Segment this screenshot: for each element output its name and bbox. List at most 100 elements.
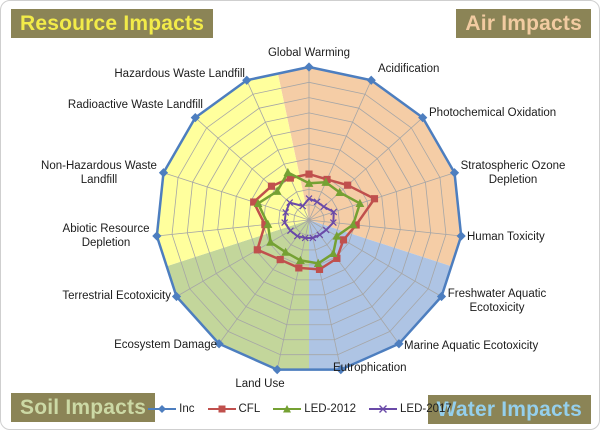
grid-ring (293, 204, 325, 236)
marker-x (313, 198, 321, 206)
inc-series-marker-icon (148, 405, 177, 413)
grid-ring (247, 158, 371, 281)
grid-ring (171, 81, 447, 356)
marker-diamond (394, 339, 404, 349)
led2012-series-marker-icon (273, 405, 302, 413)
marker-square (370, 195, 379, 203)
axis-label: Stratospheric Ozone (461, 160, 566, 172)
axis-label: Freshwater Aquatic (448, 288, 547, 300)
marker-triangle (335, 187, 345, 196)
marker-x (282, 209, 290, 216)
marker-square (305, 170, 313, 178)
marker-square (323, 175, 331, 184)
marker-triangle (332, 231, 342, 240)
marker-x (330, 208, 338, 216)
grid-ring (232, 143, 386, 296)
resource-impacts-label: Resource Impacts (11, 9, 214, 39)
marker-square (286, 174, 294, 182)
marker-triangle (355, 198, 365, 208)
axis-label: Depletion (489, 174, 538, 186)
marker-square (253, 246, 261, 254)
legend-item-cfl: CFL (207, 403, 260, 415)
axis-label: Ecotoxicity (470, 302, 525, 314)
marker-square (250, 198, 258, 206)
legend-item-led2012: LED-2012 (273, 403, 356, 415)
series-line-cfl (252, 172, 376, 271)
marker-x (305, 195, 313, 203)
marker-diamond (456, 231, 466, 241)
marker-triangle (272, 186, 282, 195)
axis-label: Ecosystem Damage (114, 339, 217, 351)
marker-x (316, 231, 324, 239)
axis-label: Eutrophication (333, 362, 407, 374)
marker-x (286, 199, 294, 207)
series-line-led-2012 (256, 171, 362, 265)
axis-label: Acidification (378, 63, 439, 75)
marker-triangle (304, 178, 314, 187)
axis-label: Non-Hazardous Waste (41, 160, 157, 172)
marker-x (329, 219, 337, 226)
marker-square (333, 254, 341, 262)
marker-x (320, 203, 328, 211)
marker-triangle (296, 255, 305, 265)
marker-x (293, 232, 301, 240)
marker-x (309, 234, 317, 242)
axis-spoke (308, 219, 342, 370)
axis-spoke (276, 219, 310, 370)
marker-diamond (171, 291, 182, 302)
axis-spoke (308, 219, 442, 297)
marker-square (315, 265, 324, 273)
water-impacts-label: Water Impacts (427, 395, 591, 425)
grid-ring (202, 112, 416, 326)
marker-square (344, 181, 352, 189)
axis-spoke (156, 219, 310, 237)
chart-legend: Inc CFL LED-2012 LED-2017 (1, 400, 599, 418)
marker-square (276, 256, 284, 264)
axis-spoke (246, 80, 310, 221)
axis-label: Depletion (82, 237, 131, 249)
axis-label: Radioactive Waste Landfill (68, 99, 203, 111)
marker-triangle (328, 248, 338, 258)
axis-spoke (308, 117, 423, 221)
axis-label: Hazardous Waste Landfill (114, 68, 245, 80)
soil-impacts-label: Soil Impacts (11, 393, 156, 423)
marker-x (287, 227, 294, 235)
sector-water (309, 220, 452, 370)
axis-spoke (218, 219, 310, 345)
axis-label: Photochemical Oxidation (429, 107, 556, 119)
marker-diamond (418, 113, 428, 123)
series-line-inc (155, 65, 463, 371)
marker-diamond (304, 62, 314, 72)
series-line-led-2017 (283, 197, 335, 239)
marker-square (267, 182, 276, 190)
legend-label-led2012: LED-2012 (304, 403, 357, 415)
marker-diamond (336, 365, 346, 375)
axis-label: Marine Aquatic Ecotoxicity (404, 340, 538, 352)
marker-diamond (190, 113, 200, 123)
axis-label: Landfill (81, 174, 117, 186)
air-impacts-label: Air Impacts (456, 9, 591, 39)
marker-triangle (313, 258, 323, 268)
marker-square (339, 236, 348, 244)
marker-diamond (449, 168, 460, 178)
marker-x (299, 202, 307, 210)
marker-x (322, 226, 330, 234)
marker-triangle (263, 219, 273, 228)
marker-square (261, 221, 269, 229)
axis-spoke (308, 219, 400, 345)
axis-spoke (308, 80, 372, 221)
axis-spoke (308, 219, 462, 237)
axis-label: Human Toxicity (467, 231, 545, 243)
legend-item-led2017: LED-2017 (369, 403, 452, 415)
marker-diamond (242, 75, 252, 85)
marker-square (295, 264, 303, 272)
marker-x (301, 234, 309, 242)
marker-triangle (253, 198, 263, 208)
marker-diamond (272, 365, 282, 375)
marker-diamond (436, 291, 447, 302)
marker-diamond (366, 75, 376, 85)
marker-diamond (152, 231, 162, 241)
marker-triangle (281, 247, 291, 256)
axis-label: Global Warming (268, 47, 350, 59)
